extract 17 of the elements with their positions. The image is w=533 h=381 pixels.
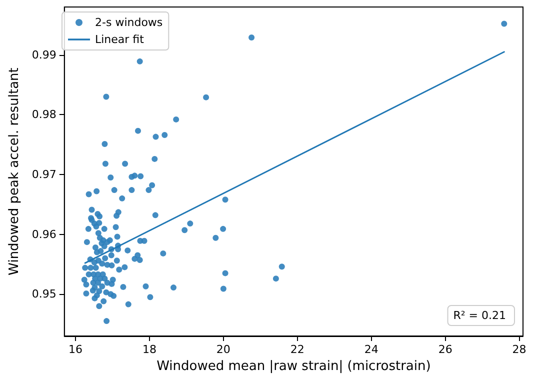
y-tick-label: 0.97 — [32, 168, 56, 181]
x-tick-label: 16 — [68, 343, 82, 356]
x-tick-label: 20 — [216, 343, 230, 356]
legend-label: Linear fit — [95, 33, 145, 46]
y-axis-title: Windowed peak accel. resultant — [7, 68, 22, 276]
y-tick-label: 0.99 — [32, 48, 56, 62]
legend-label: 2-s windows — [95, 16, 163, 29]
x-tick-label: 24 — [364, 343, 378, 356]
x-tick-label: 28 — [512, 343, 526, 356]
x-tick-label: 18 — [142, 343, 156, 356]
y-tick-label: 0.95 — [32, 288, 56, 301]
y-tick-label: 0.98 — [32, 108, 56, 122]
x-tick-label: 22 — [290, 343, 304, 356]
x-axis-title: Windowed mean |raw strain| (microstrain) — [156, 358, 431, 374]
y-tick-label: 0.96 — [32, 228, 56, 241]
x-tick-label: 26 — [438, 343, 452, 356]
annotation: R² = 0.21 — [453, 309, 506, 322]
